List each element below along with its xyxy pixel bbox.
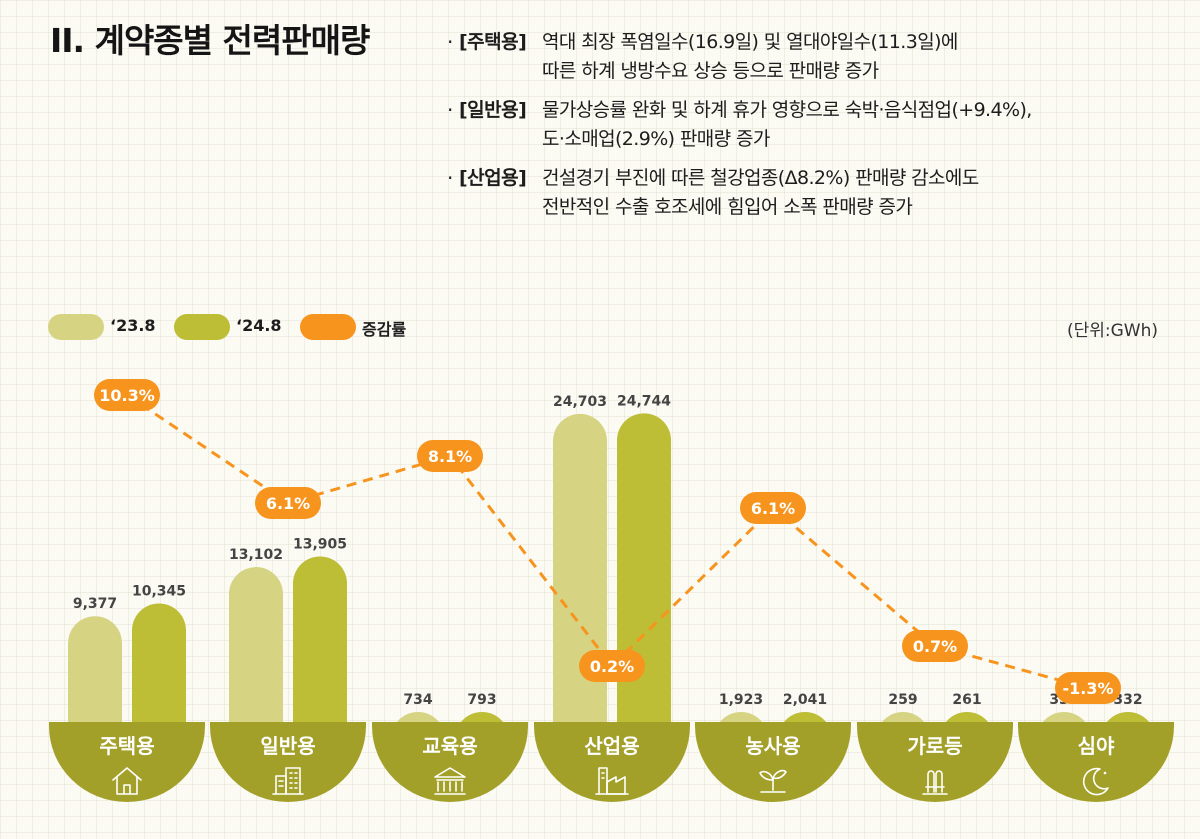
bar-value-label: 24,744: [617, 393, 671, 409]
bar-value-label: 2,041: [783, 692, 827, 708]
rate-label: 0.7%: [913, 637, 957, 656]
category-label: 심야: [1078, 734, 1115, 758]
bar-value-label: 13,102: [229, 547, 283, 563]
bar-2023: [553, 413, 607, 740]
bar-2023: [68, 616, 122, 740]
rate-badge: [417, 440, 483, 472]
note-line: 역대 최장 폭염일수(16.9일) 및 열대야일수(11.3일)에: [542, 31, 958, 53]
notes: · [주택용] 역대 최장 폭염일수(16.9일) 및 열대야일수(11.3일)…: [447, 28, 1187, 232]
category-base: [695, 722, 851, 802]
moon-icon: [1082, 767, 1109, 796]
rate-badge: [1055, 672, 1121, 704]
bar-value-label: 259: [888, 692, 917, 708]
unit-label: (단위:GWh): [1066, 321, 1158, 341]
bar-2024: [617, 413, 671, 740]
bar-value-label: 1,923: [719, 692, 763, 708]
category-base: [372, 722, 528, 802]
page-title: II. 계약종별 전력판매량: [50, 21, 370, 60]
rate-badge: [94, 379, 160, 411]
note-tag: [일반용]: [459, 99, 527, 121]
rate-label: 8.1%: [428, 447, 472, 466]
rate-label: 0.2%: [590, 657, 634, 676]
note-line: 따른 하계 냉방수요 상승 등으로 판매량 증가: [542, 60, 879, 82]
legend-swatch: [174, 314, 230, 340]
category-base: [534, 722, 690, 802]
category-label: 교육용: [422, 734, 477, 758]
note-general: · [일반용] 물가상승률 완화 및 하계 휴가 영향으로 숙박·음식점업(+9…: [447, 96, 1187, 154]
bar-value-label: 332: [1113, 692, 1142, 708]
note-line: 도·소매업(2.9%) 판매량 증가: [542, 128, 770, 150]
rate-badge: [579, 650, 645, 682]
legend-label: 증감률: [362, 320, 407, 339]
category-base: [210, 722, 366, 802]
note-line: 물가상승률 완화 및 하계 휴가 영향으로 숙박·음식점업(+9.4%),: [542, 99, 1032, 121]
house-icon: [112, 767, 142, 795]
bar-2024: [293, 556, 347, 740]
note-line: 전반적인 수출 호조세에 힘입어 소폭 판매량 증가: [542, 196, 913, 218]
rate-label: -1.3%: [1062, 679, 1113, 698]
rate-badge: [255, 487, 321, 519]
bar-value-label: 261: [952, 692, 981, 708]
rate-badge: [740, 492, 806, 524]
note-tag: [주택용]: [459, 31, 527, 53]
bar-value-label: 734: [403, 692, 432, 708]
bar-value-label: 9,377: [73, 596, 117, 612]
bar-2023: [229, 567, 283, 740]
note-industrial: · [산업용] 건설경기 부진에 따른 철강업종(Δ8.2%) 판매량 감소에도…: [447, 164, 1187, 222]
category-base: [49, 722, 205, 802]
category-base: [857, 722, 1013, 802]
rate-badge: [902, 630, 968, 662]
category-label: 산업용: [584, 734, 639, 758]
bar-value-label: 13,905: [293, 536, 347, 552]
note-residential: · [주택용] 역대 최장 폭염일수(16.9일) 및 열대야일수(11.3일)…: [447, 28, 1187, 86]
factory-icon: [595, 767, 629, 795]
legend-label: ‘23.8: [110, 316, 156, 335]
category-label: 일반용: [260, 734, 315, 758]
category-label: 주택용: [99, 734, 154, 758]
sprout-icon: [759, 769, 787, 793]
category-label: 가로등: [907, 734, 962, 758]
bar-value-label: 10,345: [132, 583, 186, 599]
legend-label: ‘24.8: [236, 316, 282, 335]
rate-label: 6.1%: [266, 494, 310, 513]
category-label: 농사용: [745, 734, 800, 758]
category-base: [1018, 722, 1174, 802]
bar-value-label: 24,703: [553, 394, 607, 410]
bar-2024: [132, 603, 186, 740]
note-line: 건설경기 부진에 따른 철강업종(Δ8.2%) 판매량 감소에도: [542, 167, 979, 189]
streetlight-icon: [922, 770, 948, 795]
school-icon: [434, 767, 466, 795]
bar-value-label: 793: [467, 692, 496, 708]
rate-label: 6.1%: [751, 499, 795, 518]
office-building-icon: [272, 767, 304, 795]
legend-swatch: [48, 314, 104, 340]
rate-label: 10.3%: [99, 386, 155, 405]
legend-swatch: [300, 314, 356, 340]
note-tag: [산업용]: [459, 167, 527, 189]
